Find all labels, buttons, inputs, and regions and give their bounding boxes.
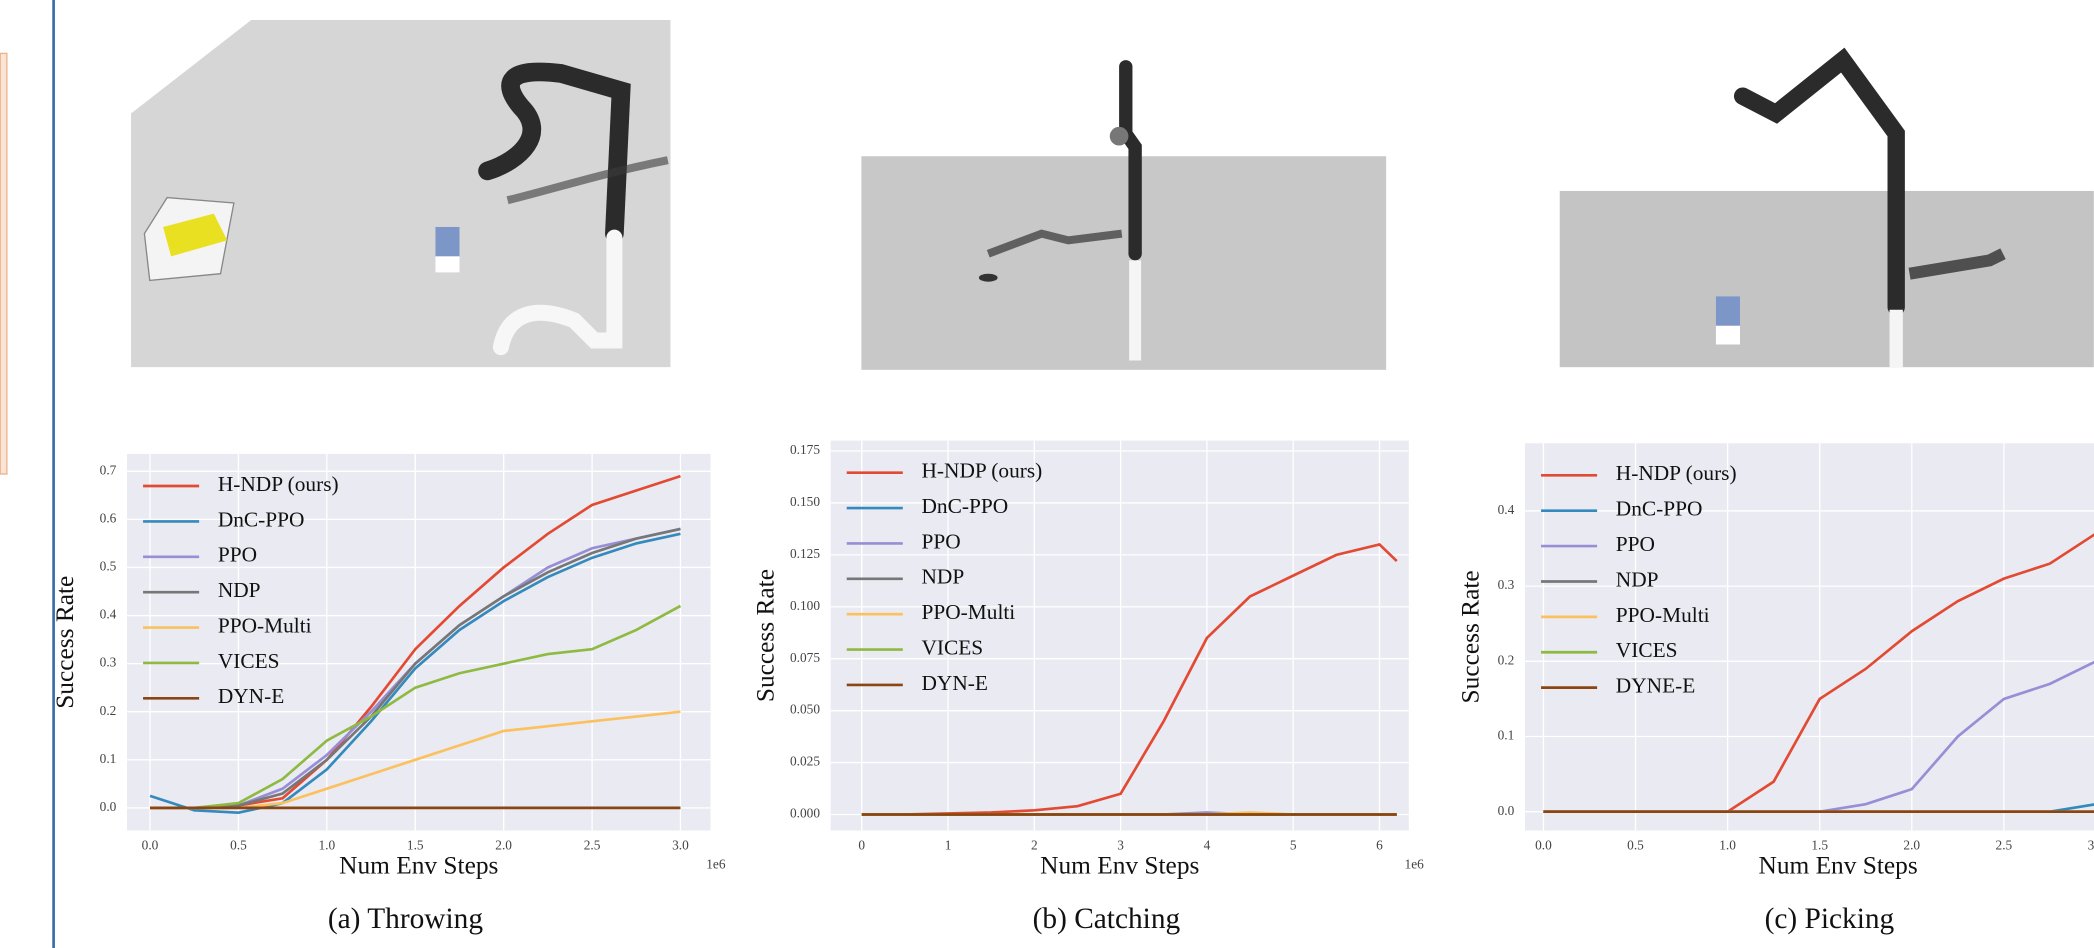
legend-label: DYNE-E: [1616, 674, 1695, 698]
legend-label: NDP: [1616, 567, 1659, 591]
y-tick-label: 0.025: [790, 754, 820, 769]
y-axis-label: Success Rate: [1457, 570, 1485, 703]
legend-label: DnC-PPO: [921, 494, 1008, 518]
x-tick-label: 0.5: [230, 838, 247, 853]
y-tick-label: 0.1: [1498, 728, 1515, 743]
x-tick-label: 1.0: [318, 838, 335, 853]
x-tick-label: 1.0: [1719, 838, 1736, 853]
y-tick-label: 0.2: [100, 703, 117, 718]
y-tick-label: 0.100: [790, 598, 820, 613]
y-tick-label: 0.6: [100, 510, 117, 525]
x-tick-label: 6: [1376, 838, 1383, 853]
legend-label: PPO-Multi: [218, 613, 312, 637]
x-tick-label: 1: [945, 838, 952, 853]
x-tick-label: 2.0: [1903, 838, 1920, 853]
y-tick-label: 0.1: [100, 751, 117, 766]
y-axis-label: Success Rate: [51, 576, 79, 709]
y-tick-label: 0.7: [100, 462, 117, 477]
y-tick-label: 0.4: [1498, 502, 1515, 517]
x-tick-label: 0.0: [142, 838, 159, 853]
legend-label: DnC-PPO: [1616, 497, 1703, 521]
caption: (b) Catching: [1033, 903, 1181, 935]
x-tick-label: 4: [1204, 838, 1211, 853]
legend-label: PPO: [218, 543, 257, 567]
x-tick-label: 2.5: [584, 838, 601, 853]
y-tick-label: 0.050: [790, 702, 820, 717]
side-panel: [0, 53, 7, 474]
y-tick-label: 0.3: [1498, 577, 1515, 592]
x-tick-label: 3.0: [2088, 838, 2094, 853]
y-tick-label: 0.175: [790, 442, 820, 457]
x-tick-label: 3.0: [672, 838, 689, 853]
x-tick-label: 1.5: [407, 838, 424, 853]
x-offset-label: 1e6: [1405, 856, 1425, 871]
plot-area: [831, 441, 1409, 831]
y-tick-label: 0.075: [790, 650, 820, 665]
legend-label: H-NDP (ours): [1616, 461, 1737, 485]
figure: 0.0 0.1 0.2 0.3 0.4 0.5 0.6 0.7 0.0 0.5 1.0 1.5 2.0 2…: [0, 0, 2094, 948]
legend-label: DYN-E: [921, 671, 987, 695]
y-tick-label: 0.3: [100, 655, 117, 670]
render-picking: [1560, 60, 2094, 367]
y-tick-label: 0.125: [790, 546, 820, 561]
x-tick-label: 0.5: [1627, 838, 1644, 853]
y-tick-label: 0.5: [100, 559, 117, 574]
legend-label: DnC-PPO: [218, 507, 305, 531]
y-tick-label: 0.150: [790, 494, 820, 509]
y-tick-label: 0.0: [100, 799, 117, 814]
caption: (c) Picking: [1765, 903, 1895, 935]
legend-label: H-NDP (ours): [218, 472, 339, 496]
legend-label: PPO-Multi: [1616, 603, 1710, 627]
y-tick-label: 0.000: [790, 806, 820, 821]
legend-label: DYN-E: [218, 684, 284, 708]
chart: 0.000 0.025 0.050 0.075 0.100 0.125 0.150 0.175…: [752, 441, 1424, 935]
y-tick-label: 0.0: [1498, 803, 1515, 818]
plot-area: [127, 454, 710, 831]
legend-label: VICES: [218, 649, 280, 673]
legend-label: NDP: [921, 565, 964, 589]
x-tick-label: 0: [858, 838, 865, 853]
x-axis-label: Num Env Steps: [1040, 852, 1199, 880]
plot-area: [1525, 443, 2094, 830]
chart: 0.0 0.1 0.2 0.3 0.4 0.0 0.5 1.0 1.5 2.0 2.5 3.0 H-ND…: [1457, 443, 2094, 935]
x-tick-label: 2.0: [495, 838, 512, 853]
legend-label: PPO: [1616, 532, 1655, 556]
legend-label: H-NDP (ours): [921, 459, 1042, 483]
x-tick-label: 0.0: [1535, 838, 1552, 853]
x-tick-label: 5: [1290, 838, 1297, 853]
caption: (a) Throwing: [328, 903, 484, 935]
y-tick-label: 0.4: [100, 607, 117, 622]
page: 0.0 0.1 0.2 0.3 0.4 0.5 0.6 0.7 0.0 0.5 1.0 1.5 2.0 2…: [0, 0, 2094, 948]
render-catching: [861, 67, 1386, 370]
legend-label: NDP: [218, 578, 261, 602]
y-tick-label: 0.2: [1498, 652, 1515, 667]
legend-label: VICES: [921, 635, 983, 659]
x-axis-label: Num Env Steps: [1759, 852, 1918, 880]
x-tick-label: 3: [1117, 838, 1124, 853]
legend-label: PPO-Multi: [921, 600, 1015, 624]
y-axis-label: Success Rate: [752, 569, 780, 702]
x-offset-label: 1e6: [706, 856, 726, 871]
chart: 0.0 0.1 0.2 0.3 0.4 0.5 0.6 0.7 0.0 0.5 1.0 1.5 2.0 2…: [51, 454, 726, 935]
legend-label: VICES: [1616, 638, 1678, 662]
x-tick-label: 1.5: [1811, 838, 1828, 853]
x-tick-label: 2: [1031, 838, 1038, 853]
legend-label: PPO: [921, 529, 960, 553]
x-axis-label: Num Env Steps: [339, 852, 498, 880]
x-tick-label: 2.5: [1996, 838, 2013, 853]
render-throwing: [131, 20, 670, 367]
